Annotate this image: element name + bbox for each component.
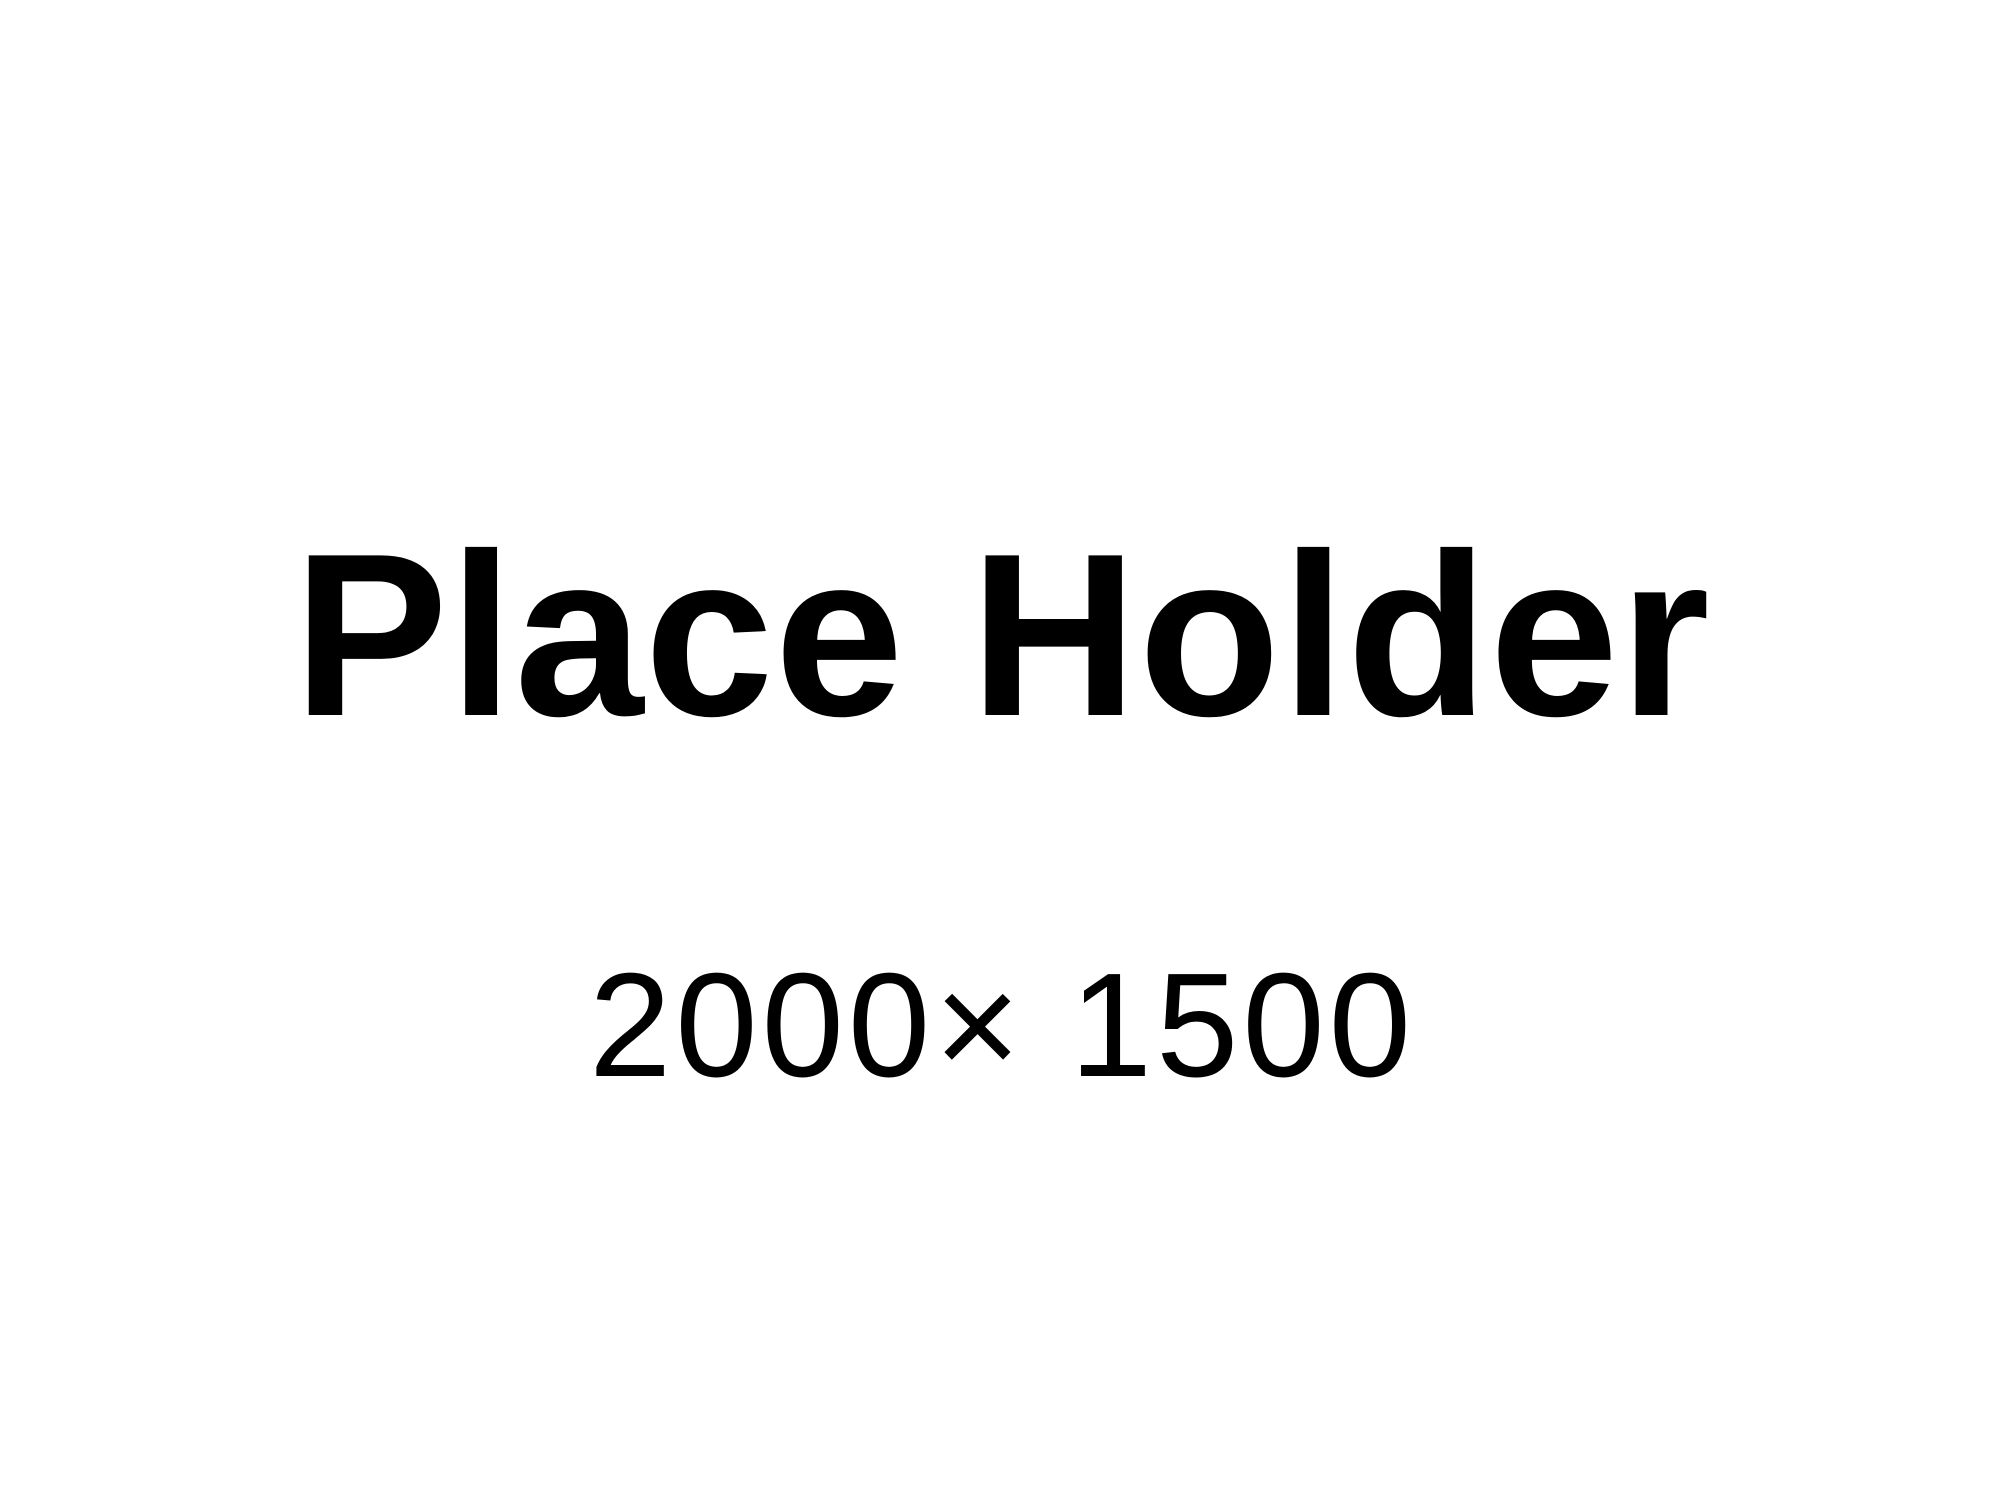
placeholder-title: Place Holder [293, 506, 1711, 765]
placeholder-dimensions: 2000× 1500 [588, 943, 1416, 1108]
